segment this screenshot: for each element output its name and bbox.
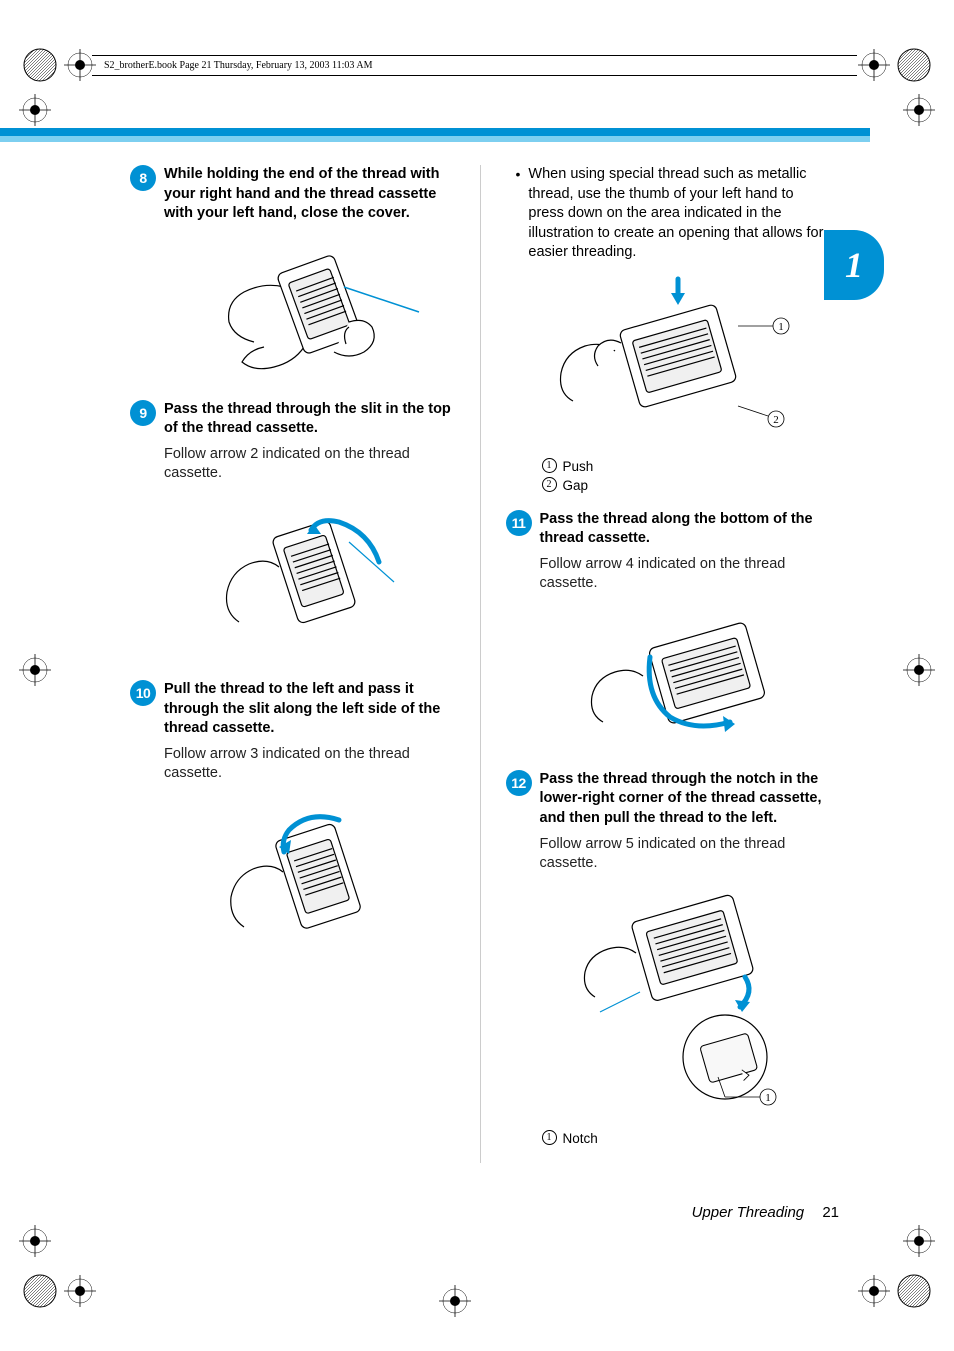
column-divider [480, 165, 481, 1163]
header-rule-bottom [92, 75, 857, 76]
crop-mark-l1 [10, 90, 60, 130]
step-12: 12 Pass the thread through the notch in … [506, 770, 831, 1112]
step-body-10: Follow arrow 3 indicated on the thread c… [164, 745, 455, 784]
legend-num-1: 1 [542, 458, 557, 473]
illustration-9 [164, 492, 455, 662]
crop-mark-lb [10, 1221, 60, 1261]
crop-mark-r1 [894, 90, 944, 130]
illustration-11 [540, 602, 831, 752]
legend-special: 1 Push 2 Gap [542, 458, 831, 496]
bullet-special-thread: When using special thread such as metall… [516, 165, 831, 263]
chapter-tab: 1 [824, 230, 884, 300]
step-9: 9 Pass the thread through the slit in th… [130, 400, 455, 662]
crop-mark-br [844, 1261, 934, 1321]
legend-label-gap: Gap [563, 477, 589, 496]
step-title-12: Pass the thread through the notch in the… [540, 770, 831, 829]
chapter-number: 1 [845, 244, 863, 286]
bullet-text: When using special thread such as metall… [528, 165, 830, 263]
svg-text:1: 1 [765, 1092, 771, 1104]
page-footer: Upper Threading 21 [692, 1204, 839, 1221]
page-accent-bar-light [0, 136, 870, 142]
crop-mark-bc [430, 1281, 480, 1321]
step-badge-8: 8 [130, 165, 156, 191]
legend-label-notch: Notch [563, 1130, 598, 1149]
crop-mark-rm [894, 650, 944, 690]
illustration-8 [164, 232, 455, 382]
legend-num-2: 2 [542, 477, 557, 492]
step-title-10: Pull the thread to the left and pass it … [164, 680, 455, 739]
page-accent-bar [0, 128, 870, 136]
step-badge-11: 11 [506, 510, 532, 536]
footer-page-number: 21 [822, 1204, 839, 1221]
legend-label-push: Push [563, 458, 594, 477]
crop-mark-bl [20, 1261, 110, 1321]
step-8: 8 While holding the end of the thread wi… [130, 165, 455, 382]
step-title-11: Pass the thread along the bottom of the … [540, 510, 831, 549]
header-proof-text: S2_brotherE.book Page 21 Thursday, Febru… [104, 60, 373, 71]
left-column: 8 While holding the end of the thread wi… [130, 165, 455, 1163]
step-11: 11 Pass the thread along the bottom of t… [506, 510, 831, 752]
legend-notch: 1 Notch [542, 1130, 831, 1149]
illustration-10 [164, 792, 455, 957]
header-rule-top [92, 55, 857, 56]
step-badge-9: 9 [130, 400, 156, 426]
step-badge-12: 12 [506, 770, 532, 796]
step-body-12: Follow arrow 5 indicated on the thread c… [540, 835, 831, 874]
step-10: 10 Pull the thread to the left and pass … [130, 680, 455, 957]
right-column: When using special thread such as metall… [506, 165, 831, 1163]
svg-text:2: 2 [773, 414, 779, 426]
step-badge-10: 10 [130, 680, 156, 706]
content-area: 8 While holding the end of the thread wi… [130, 165, 830, 1163]
step-body-9: Follow arrow 2 indicated on the thread c… [164, 445, 455, 484]
step-title-8: While holding the end of the thread with… [164, 165, 455, 224]
footer-section-title: Upper Threading [692, 1204, 805, 1221]
svg-text:1: 1 [778, 321, 784, 333]
crop-mark-rb [894, 1221, 944, 1261]
illustration-special: 1 2 [516, 271, 831, 446]
crop-mark-lm [10, 650, 60, 690]
step-title-9: Pass the thread through the slit in the … [164, 400, 455, 439]
legend-num-notch: 1 [542, 1130, 557, 1145]
illustration-12: 1 [540, 882, 831, 1112]
step-body-11: Follow arrow 4 indicated on the thread c… [540, 555, 831, 594]
